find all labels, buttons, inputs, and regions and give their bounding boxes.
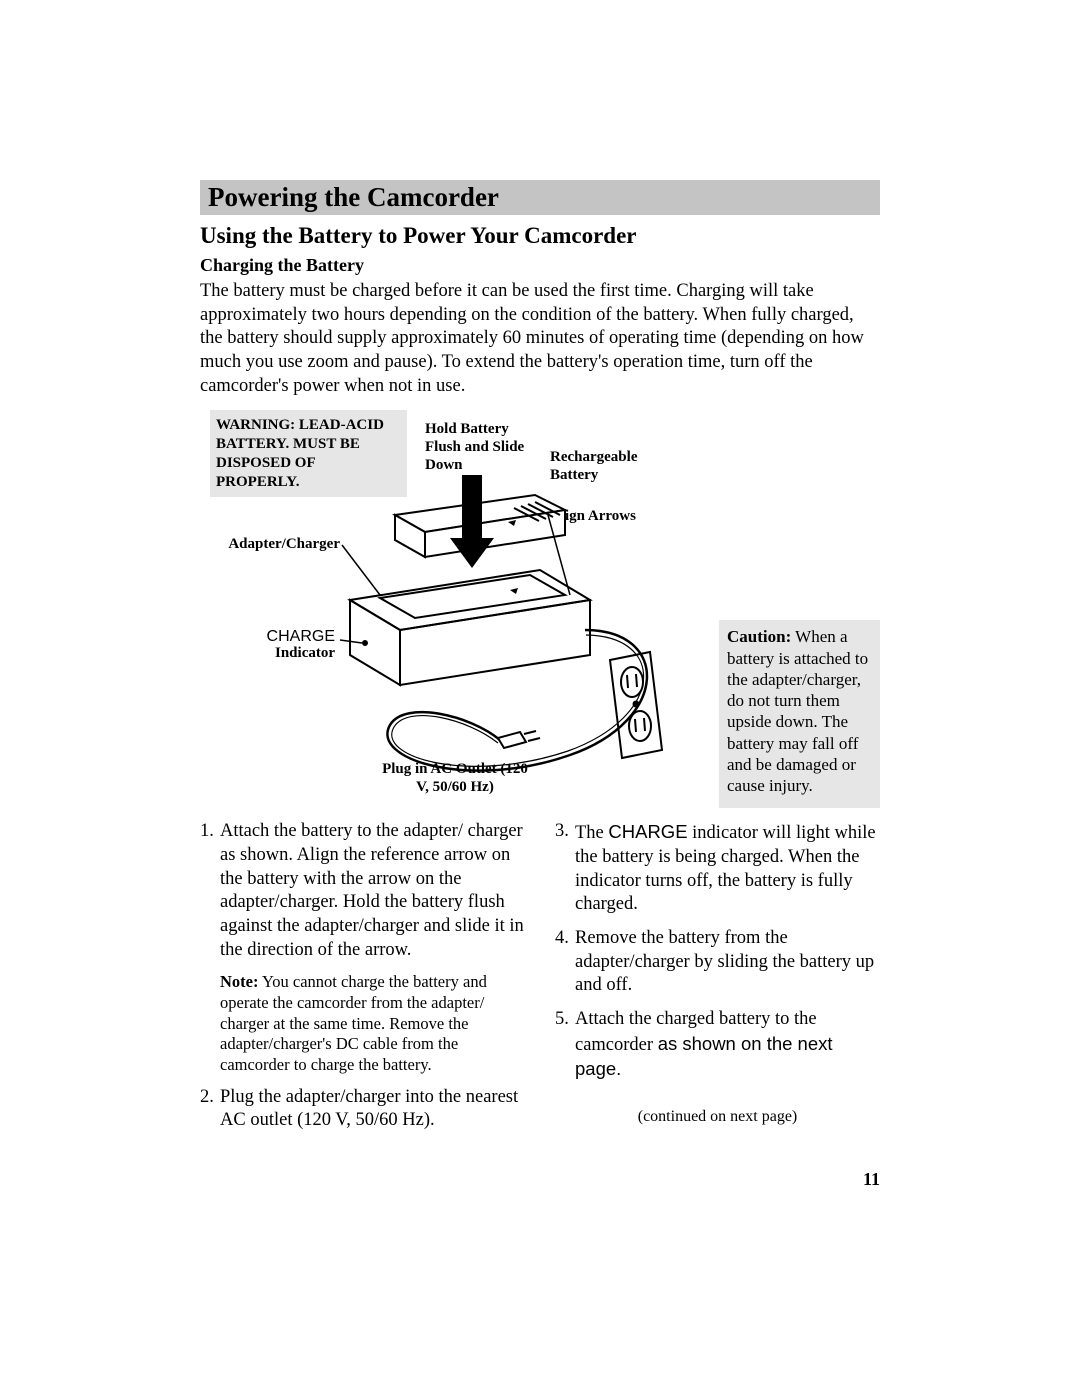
step-text: Plug the adapter/charger into the neares…: [220, 1086, 525, 1133]
step-number: 1.: [200, 820, 220, 962]
step-3: 3. The CHARGE indicator will light while…: [555, 820, 880, 917]
manual-page: Powering the Camcorder Using the Battery…: [0, 0, 1080, 1330]
continued-notice: (continued on next page): [555, 1107, 880, 1127]
steps-right-column: 3. The CHARGE indicator will light while…: [555, 820, 880, 1143]
step-text: Attach the battery to the adapter/ charg…: [220, 820, 525, 962]
subsubheading: Charging the Battery: [200, 255, 880, 276]
step-number: 5.: [555, 1008, 575, 1083]
charging-diagram: WARNING: LEAD-ACID BATTERY. MUST BE DISP…: [200, 410, 880, 810]
step-2: 2. Plug the adapter/charger into the nea…: [200, 1086, 525, 1133]
step-number: 4.: [555, 927, 575, 998]
steps-left-column: 1. Attach the battery to the adapter/ ch…: [200, 820, 525, 1143]
steps-columns: 1. Attach the battery to the adapter/ ch…: [200, 820, 880, 1143]
intro-paragraph: The battery must be charged before it ca…: [200, 280, 880, 398]
note-block: Note: You cannot charge the battery and …: [220, 972, 525, 1075]
step-number: 3.: [555, 820, 575, 917]
step-1: 1. Attach the battery to the adapter/ ch…: [200, 820, 525, 962]
note-body: You cannot charge the battery and operat…: [220, 972, 487, 1074]
step-4: 4. Remove the battery from the adapter/c…: [555, 927, 880, 998]
caution-body: When a battery is attached to the adapte…: [727, 627, 868, 795]
note-lead: Note:: [220, 972, 258, 991]
step-text: The CHARGE indicator will light while th…: [575, 820, 880, 917]
step-number: 2.: [200, 1086, 220, 1133]
step-text: Remove the battery from the adapter/char…: [575, 927, 880, 998]
caution-lead: Caution:: [727, 627, 791, 646]
page-number: 11: [200, 1169, 880, 1190]
step-5: 5. Attach the charged battery to the cam…: [555, 1008, 880, 1083]
subheading: Using the Battery to Power Your Camcorde…: [200, 223, 880, 249]
caution-box: Caution: When a battery is attached to t…: [719, 620, 880, 808]
step-text: Attach the charged battery to the camcor…: [575, 1008, 880, 1083]
section-header: Powering the Camcorder: [200, 180, 880, 215]
diagram-illustration: [310, 460, 730, 800]
